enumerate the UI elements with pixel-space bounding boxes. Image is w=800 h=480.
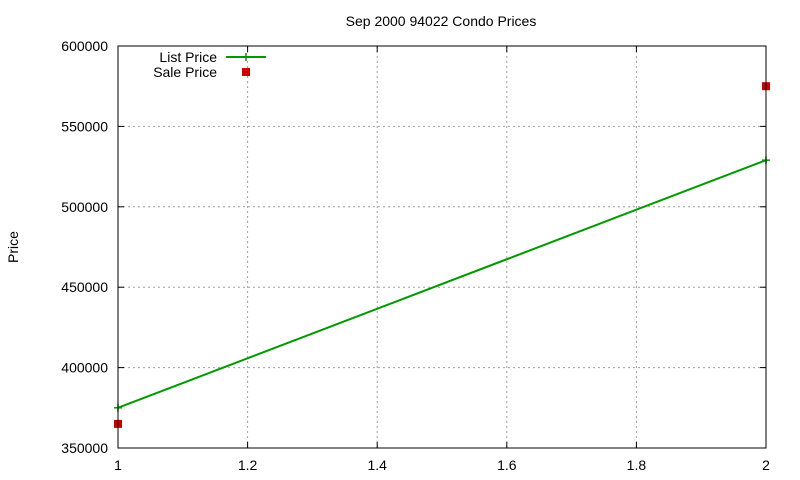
legend-label: List Price <box>159 49 217 65</box>
y-axis-label: Price <box>5 231 21 263</box>
x-tick-label: 1.6 <box>497 457 517 473</box>
list-price-line <box>117 159 767 409</box>
x-tick-label: 1.2 <box>238 457 258 473</box>
y-tick-label: 500000 <box>61 199 108 215</box>
legend-entry-sale-price: Sale Price <box>153 64 250 80</box>
x-tick-label: 2 <box>762 457 770 473</box>
x-tick-label: 1.4 <box>367 457 387 473</box>
plot-series <box>114 82 770 428</box>
series-list-price <box>114 156 770 412</box>
y-tick-label: 600000 <box>61 38 108 54</box>
chart-title: Sep 2000 94022 Condo Prices <box>346 13 537 29</box>
grid <box>118 46 766 448</box>
legend-entry-list-price: List Price <box>159 49 266 65</box>
plot-frame <box>117 45 767 449</box>
y-tick-label: 400000 <box>61 360 108 376</box>
legend-label: Sale Price <box>153 64 217 80</box>
y-tick-label: 550000 <box>61 118 108 134</box>
y-tick-label: 450000 <box>61 279 108 295</box>
x-tick-label: 1 <box>114 457 122 473</box>
series-sale-price <box>114 82 770 428</box>
x-tick-label: 1.8 <box>627 457 647 473</box>
axes: 1 1.2 1.4 1.6 1.8 2 350000 400000 450000 500000 55… <box>61 38 770 473</box>
legend-swatch-marker <box>242 53 250 61</box>
y-tick-label: 350000 <box>61 440 108 456</box>
legend-swatch-marker <box>242 68 250 76</box>
